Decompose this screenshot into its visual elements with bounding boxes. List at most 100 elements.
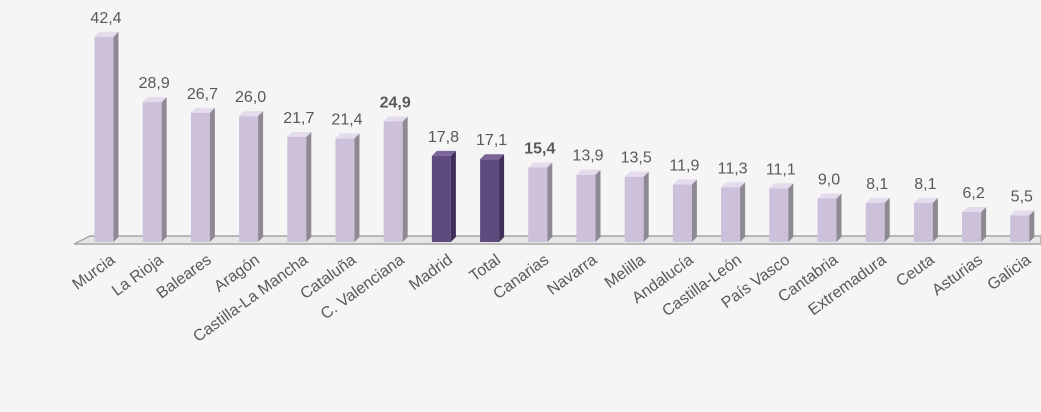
- category-label: Madrid: [406, 251, 456, 293]
- value-label: 13,9: [572, 148, 603, 165]
- bar-side: [740, 182, 746, 242]
- value-label: 11,3: [718, 160, 748, 177]
- bar-series: [94, 31, 1035, 243]
- bar: [431, 150, 456, 242]
- bar: [913, 197, 938, 242]
- bar-face: [480, 159, 500, 242]
- bar-face: [769, 188, 789, 242]
- bar-side: [499, 154, 505, 242]
- bar-face: [624, 176, 644, 242]
- bar-face: [431, 155, 451, 242]
- bar: [528, 162, 553, 242]
- bar-top: [142, 97, 167, 103]
- bar: [94, 31, 119, 243]
- value-label: 17,1: [476, 132, 507, 149]
- bar-top: [239, 111, 264, 117]
- bar-side: [1029, 210, 1035, 242]
- bar-side: [643, 171, 649, 242]
- bar: [672, 179, 697, 242]
- bar-side: [209, 107, 215, 242]
- bar-top: [1010, 210, 1035, 216]
- bar: [1010, 210, 1035, 242]
- value-label: 8,1: [866, 176, 888, 193]
- bar-top: [865, 197, 890, 203]
- value-label: 24,9: [380, 94, 411, 111]
- category-label: Galicia: [985, 251, 1035, 294]
- bar-side: [932, 197, 938, 242]
- bar-side: [691, 179, 697, 242]
- category-label: Canarias: [490, 251, 552, 302]
- bar-top: [769, 183, 794, 189]
- bar-top: [624, 171, 649, 177]
- bar-side: [595, 169, 601, 242]
- bar: [624, 171, 649, 242]
- bar-top: [431, 150, 456, 156]
- bar-face: [239, 116, 259, 242]
- bar-top: [287, 131, 312, 137]
- bar: [576, 169, 601, 242]
- bar-side: [547, 162, 553, 242]
- value-label: 13,5: [621, 150, 652, 167]
- bar-face: [142, 102, 162, 243]
- bar-face: [1010, 215, 1030, 242]
- value-label: 5,5: [1011, 188, 1033, 205]
- bar-side: [354, 133, 360, 242]
- bar-side: [258, 111, 264, 242]
- bar-top: [721, 182, 746, 188]
- bar-side: [113, 31, 119, 243]
- value-label: 26,7: [187, 86, 218, 103]
- bar-face: [190, 112, 210, 242]
- category-label: Navarra: [544, 251, 600, 298]
- bar: [480, 154, 505, 242]
- bar-top: [576, 169, 601, 175]
- value-label: 21,7: [283, 110, 314, 127]
- value-labels: 42,4 28,9 26,7 26,0 21,7 21,4 24,9 17,8 17,1 15,4…: [90, 10, 1033, 206]
- bar-face: [576, 174, 596, 242]
- bar-face: [817, 198, 837, 242]
- value-label: 21,4: [331, 111, 362, 128]
- bar-face: [94, 36, 114, 243]
- bar-face: [672, 184, 692, 242]
- bar-side: [788, 183, 794, 242]
- bar: [769, 183, 794, 242]
- bar-top: [817, 193, 842, 199]
- bar: [142, 97, 167, 243]
- bar-side: [161, 97, 167, 243]
- value-label: 42,4: [90, 10, 121, 27]
- bar: [190, 107, 215, 242]
- bar-face: [865, 202, 885, 242]
- bar-top: [480, 154, 505, 160]
- category-label: Baleares: [154, 251, 215, 302]
- chart-floor: [73, 235, 1041, 245]
- bar: [239, 111, 264, 242]
- bar-side: [884, 197, 890, 242]
- bar-top: [383, 116, 408, 122]
- bar-top: [962, 206, 987, 212]
- bar-top: [335, 133, 360, 139]
- value-label: 26,0: [235, 89, 266, 106]
- bar-face: [962, 211, 982, 242]
- bar: [865, 197, 890, 242]
- bar: [287, 131, 312, 242]
- value-label: 6,2: [962, 185, 984, 202]
- bar-face: [913, 202, 933, 242]
- value-label: 8,1: [914, 176, 936, 193]
- bar: [962, 206, 987, 242]
- value-label: 11,9: [669, 157, 699, 174]
- bar-side: [402, 116, 408, 242]
- bar-top: [672, 179, 697, 185]
- category-label: Total: [467, 251, 504, 285]
- bar-side: [836, 193, 842, 242]
- bar-face: [528, 167, 548, 242]
- floor-plane: [73, 235, 1041, 245]
- value-label: 15,4: [524, 140, 555, 157]
- category-label: C. Valenciana: [318, 251, 408, 323]
- bar-top: [94, 31, 119, 37]
- bar-side: [306, 131, 312, 242]
- bar-side: [450, 150, 456, 242]
- bar-face: [721, 187, 741, 242]
- bar: [817, 193, 842, 242]
- bar-top: [528, 162, 553, 168]
